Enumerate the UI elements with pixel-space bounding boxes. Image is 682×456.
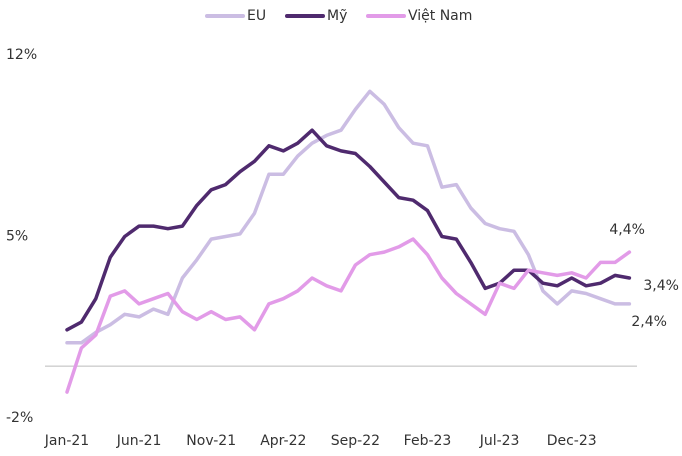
legend-label: Việt Nam (408, 8, 472, 24)
data-label: 3,4% (643, 278, 679, 294)
x-tick-label: Dec-23 (547, 433, 597, 449)
x-tick-label: Feb-23 (404, 433, 452, 449)
series-line (65, 89, 632, 345)
x-tick-label: Apr-22 (260, 433, 306, 449)
legend-label: Mỹ (327, 8, 347, 24)
x-tick-label: Jul-23 (479, 433, 520, 449)
y-tick-label: 12% (6, 47, 37, 63)
x-tick-label: Nov-21 (186, 433, 236, 449)
y-tick-label: 5% (6, 229, 28, 245)
x-tick-label: Jan-21 (44, 433, 89, 449)
x-tick-label: Jun-21 (116, 433, 162, 449)
series-line (65, 128, 632, 332)
data-label: 2,4% (631, 314, 667, 330)
x-tick-label: Sep-22 (331, 433, 380, 449)
y-tick-label: -2% (6, 410, 33, 426)
data-label: 4,4% (609, 222, 645, 238)
legend-label: EU (247, 8, 266, 24)
series-line (65, 237, 632, 394)
